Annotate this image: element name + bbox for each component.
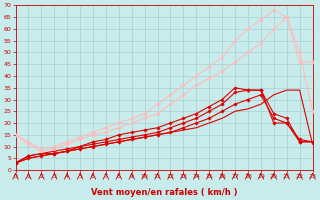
X-axis label: Vent moyen/en rafales ( km/h ): Vent moyen/en rafales ( km/h ) [91,188,237,197]
